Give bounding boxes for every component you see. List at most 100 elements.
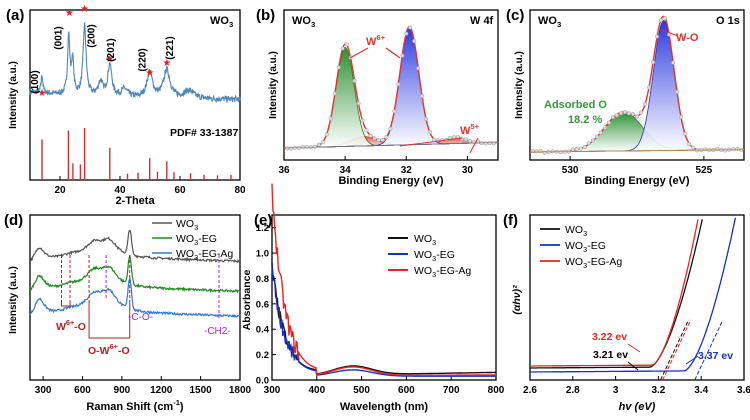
xpso-data-point xyxy=(598,130,603,135)
xpsw-data-point xyxy=(384,135,389,140)
xpsw-xlabel: Binding Energy (eV) xyxy=(338,175,443,187)
xpsw-data-point xyxy=(360,118,365,123)
xpso-xtick-label: 530 xyxy=(562,165,579,176)
xrd-peak-label: (001) xyxy=(53,26,64,49)
xpsw-data-point xyxy=(372,136,377,141)
text-span: O xyxy=(575,224,583,236)
text-span: 3 xyxy=(583,229,587,238)
text-span: O xyxy=(424,233,432,245)
uv-frame xyxy=(271,214,497,381)
xpso-data-point xyxy=(687,142,692,147)
text-span: W xyxy=(366,36,377,48)
xpso-baseline xyxy=(529,149,745,153)
xpsw-data-point xyxy=(324,132,329,137)
text-span: W xyxy=(538,15,549,27)
xpsw-region-label: W 4f xyxy=(470,15,494,27)
xpsw-data-point xyxy=(376,137,381,143)
xpso-data-point xyxy=(659,18,664,23)
uv-xtick-label: 400 xyxy=(308,385,325,396)
text-span: W xyxy=(176,233,186,245)
tauc-bandgap-ag-label: 3.22 ev xyxy=(592,331,627,343)
xpso-data-point xyxy=(586,141,591,146)
panel-label-a: (a) xyxy=(6,7,24,24)
uv-ytick-label: 0.6 xyxy=(256,299,269,310)
raman-ow6o-bracket xyxy=(88,300,131,339)
xpsw-axes: 36 34 32 30 xyxy=(278,9,499,176)
uv-xtick-label: 600 xyxy=(398,385,415,396)
tauc-xtick-label: 3.4 xyxy=(694,385,708,396)
xpso-data-point xyxy=(638,110,644,115)
xpso-data-point xyxy=(626,111,632,116)
xpsw-xtick-label: 36 xyxy=(278,165,290,176)
text-span: - xyxy=(96,345,100,357)
raman-xlabel-close: ) xyxy=(180,401,184,413)
text-span: 3 xyxy=(229,20,233,29)
xpsw-data-point xyxy=(400,53,405,58)
xrd-xtick-label: 80 xyxy=(234,185,246,196)
text-span: O xyxy=(424,265,432,277)
text-span: - xyxy=(436,265,440,277)
tauc-axes: 2.6 2.8 3 3.2 3.4 3.6 xyxy=(523,214,750,396)
raman-ow6o-label: O-W6+​-O xyxy=(88,342,130,357)
tauc-xtick-label: 2.8 xyxy=(566,385,580,396)
xrd-peak-label: (220) xyxy=(138,48,149,71)
xpso-data-point xyxy=(723,148,728,153)
xpsw-data-point xyxy=(428,129,433,135)
xrd-ylabel: Intensity (a.u.) xyxy=(8,61,19,129)
text-span: - xyxy=(606,256,610,268)
xpsw-data-point xyxy=(300,144,306,149)
xpsw-data-point xyxy=(483,141,488,146)
xrd-xtick-label: 40 xyxy=(114,185,126,196)
raman-xtick-label: 300 xyxy=(35,385,52,396)
tauc-wo3-line xyxy=(530,219,703,369)
xpsw-data-point xyxy=(332,91,337,96)
uv-xtick-label: 500 xyxy=(353,385,370,396)
text-span: - xyxy=(198,233,202,245)
xpsw-data-point xyxy=(491,141,496,146)
xpsw-sample-label: WO3​ xyxy=(292,15,315,29)
xpso-frame xyxy=(529,9,745,161)
raman-xtick-label: 1800 xyxy=(229,385,252,396)
tauc-bandgap-eg-label: 3.37 ev xyxy=(698,350,733,362)
raman-wo3-line xyxy=(29,229,241,264)
xpso-data-point xyxy=(610,115,615,120)
text-span: E xyxy=(440,249,447,261)
text-span: E xyxy=(591,240,598,252)
xrd-reference-label: PDF# 33-1387 xyxy=(170,127,238,139)
text-span: O xyxy=(575,256,583,268)
xpso-data-point xyxy=(578,146,583,151)
raman-legend-label: WO3​-EG-Ag xyxy=(176,248,233,262)
text-span: W xyxy=(176,218,186,230)
xpsw-data-point xyxy=(344,42,349,47)
xpsw-data-point xyxy=(368,133,373,138)
text-span: E xyxy=(202,248,209,260)
uv-legend-label: WO3​ xyxy=(414,233,436,247)
text-span: G xyxy=(209,248,217,260)
text-span: 6+ xyxy=(110,342,118,351)
uv-axes: 300 400 500 600 700 800 xyxy=(264,214,505,396)
xrd-pattern-line xyxy=(29,22,241,104)
xpso-data-point xyxy=(646,85,652,90)
xpso-xtick-label: 525 xyxy=(696,165,713,176)
xrd-axes: 20 40 60 80 xyxy=(29,9,246,196)
raman-axes: 300 600 900 1200 1500 1800 xyxy=(29,214,252,396)
raman-legend-label: WO3​-EG xyxy=(176,233,217,247)
tauc-ylabel: (αhν)² xyxy=(511,285,523,315)
text-span: 6+ xyxy=(66,318,74,327)
xpsw-data-point xyxy=(352,78,357,83)
tauc-bandgap-ag-leader xyxy=(627,343,641,353)
xpsw-w6-arrow-left xyxy=(349,47,369,59)
text-span: W xyxy=(414,233,424,245)
xpso-data-point xyxy=(663,15,668,20)
uv-ytick-label: 0.0 xyxy=(256,376,269,387)
xpso-data-point xyxy=(606,120,611,125)
text-span: 3 xyxy=(432,238,436,247)
xpsw-data-point xyxy=(404,31,409,36)
tauc-xtick-label: 2.6 xyxy=(523,385,537,396)
tauc-wo3-eg-line xyxy=(530,217,737,373)
text-span: - xyxy=(455,265,459,277)
raman-w6o-label: W6+​-O xyxy=(56,318,86,333)
text-span: O xyxy=(548,15,557,27)
xpso-xlabel: Binding Energy (eV) xyxy=(584,175,689,187)
text-span: g xyxy=(616,256,622,268)
